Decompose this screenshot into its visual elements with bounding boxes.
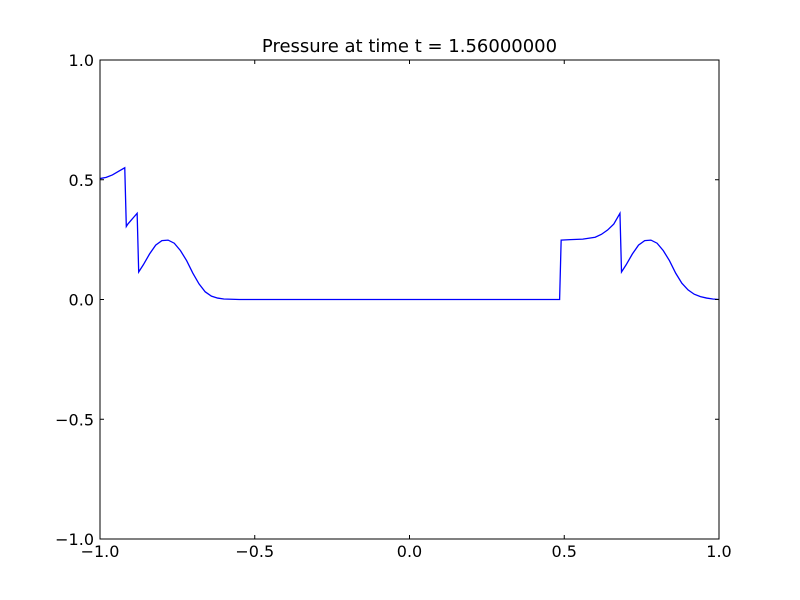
series-group	[99, 166, 720, 301]
chart-title: Pressure at time t = 1.56000000	[262, 36, 557, 57]
x-tick-label: 0.5	[552, 542, 577, 561]
y-tick-label: 0.0	[69, 291, 94, 310]
x-tick-label: −1.0	[81, 542, 120, 561]
y-tick-label: −1.0	[55, 530, 94, 549]
y-tick-label: 0.5	[69, 171, 94, 190]
x-tick-label: 1.0	[706, 542, 731, 561]
y-tick-label: −0.5	[55, 410, 94, 429]
x-tick-label: 0.0	[397, 542, 422, 561]
x-tick-label: −0.5	[235, 542, 274, 561]
axis-ticks: −1.0 −0.5 0.0 0.5 1.0 −1.0 −0.5 0.0 0.5 1.0	[55, 51, 732, 561]
y-tick-label: 1.0	[69, 51, 94, 70]
series-line-0	[99, 166, 720, 301]
